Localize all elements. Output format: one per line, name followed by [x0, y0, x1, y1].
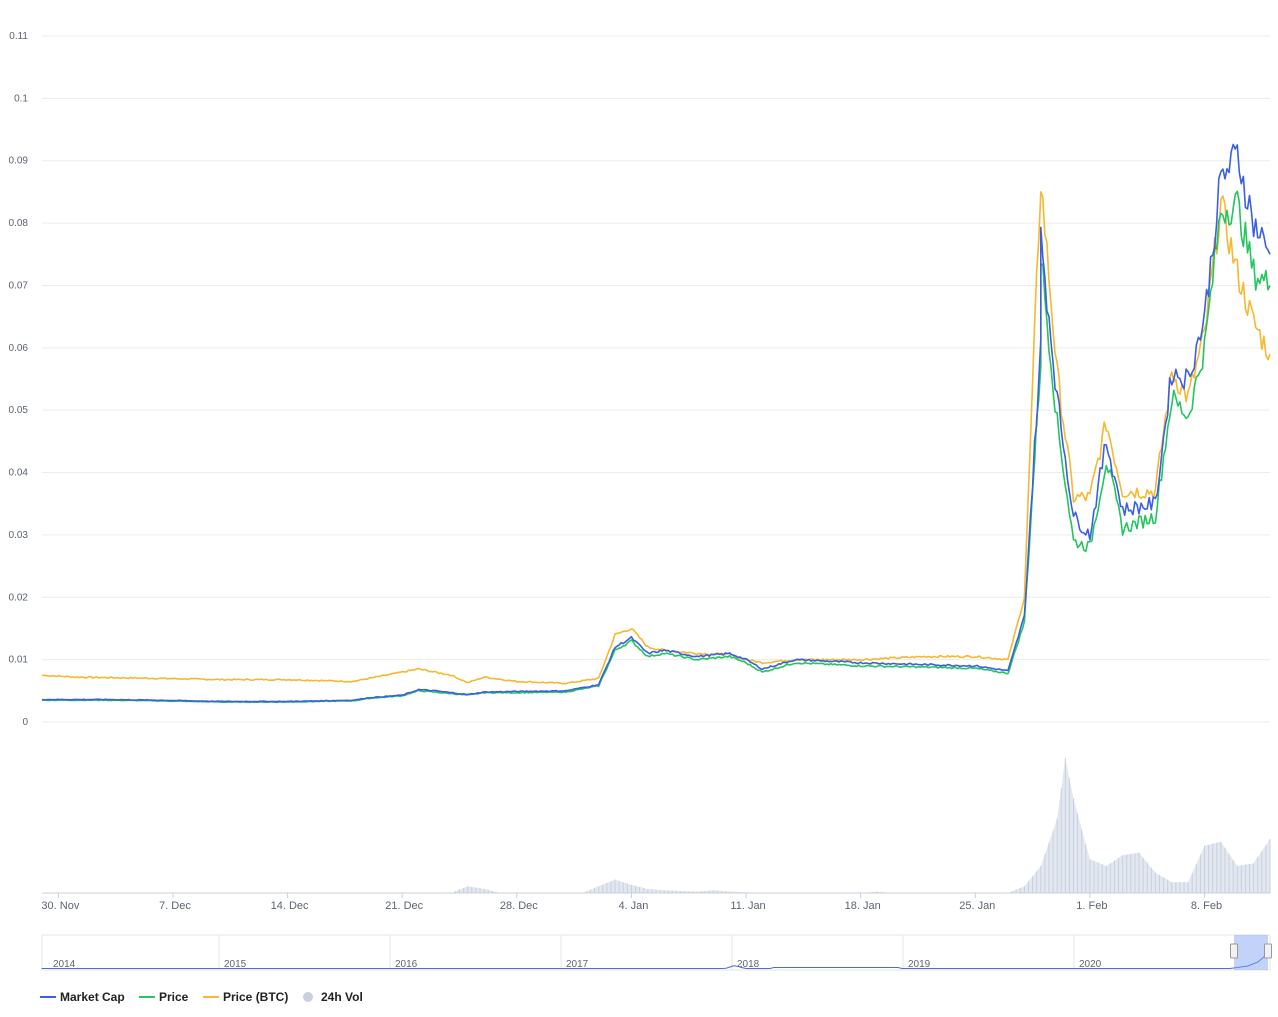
x-tick-label: 18. Jan	[845, 900, 881, 912]
x-tick-label: 28. Dec	[500, 900, 538, 912]
legend: Market Cap Price Price (BTC) 24h Vol	[40, 990, 363, 1004]
x-tick-label: 30. Nov	[41, 900, 79, 912]
y-tick-label: 0.04	[9, 468, 29, 479]
x-tick-label: 25. Jan	[959, 900, 995, 912]
navigator-year-label: 2020	[1079, 959, 1102, 970]
x-tick-label: 4. Jan	[618, 900, 648, 912]
y-tick-label: 0.11	[9, 31, 28, 42]
navigator-year-label: 2019	[908, 959, 931, 970]
navigator-handle[interactable]	[1230, 943, 1238, 959]
series-lines	[41, 143, 1271, 704]
series-line	[41, 190, 1271, 704]
x-tick-label: 14. Dec	[271, 900, 309, 912]
x-axis: 30. Nov 7. Dec 14. Dec 21. Dec 28. Dec 4. Jan…	[41, 893, 1222, 912]
navigator-year-label: 2017	[566, 959, 589, 970]
y-tick-label: 0.01	[9, 655, 29, 666]
y-tick-label: 0.05	[9, 405, 29, 416]
legend-label: Price	[159, 990, 189, 1004]
legend-label: 24h Vol	[321, 990, 363, 1004]
navigator-selection[interactable]	[1234, 935, 1268, 970]
x-tick-label: 8. Feb	[1191, 900, 1222, 912]
y-tick-label: 0.03	[9, 530, 29, 541]
legend-label: Price (BTC)	[223, 990, 288, 1004]
gridlines	[42, 35, 1270, 723]
series-line	[41, 143, 1271, 703]
x-tick-label: 1. Feb	[1076, 900, 1107, 912]
navigator-year-label: 2016	[395, 959, 418, 970]
navigator-frame	[41, 934, 1271, 971]
volume-bars	[42, 758, 1271, 894]
y-tick-label: 0.02	[9, 592, 29, 603]
y-axis-ticks: 0 0.01 0.02 0.03 0.04 0.05 0.06 0.07 0.08 0.09 0.1…	[9, 31, 29, 728]
y-tick-label: 0	[22, 717, 28, 728]
legend-item: Price (BTC)	[203, 990, 288, 1004]
navigator[interactable]: 2014 2015 2016 2017 2018 2019 2020	[41, 934, 1272, 971]
legend-symbol	[303, 992, 313, 1002]
y-tick-label: 0.06	[9, 343, 29, 354]
series-line	[41, 191, 1271, 685]
y-tick-label: 0.07	[9, 280, 29, 291]
legend-item: 24h Vol	[303, 990, 363, 1004]
y-tick-label: 0.09	[9, 156, 29, 167]
y-tick-label: 0.1	[14, 93, 28, 104]
navigator-handle[interactable]	[1264, 943, 1272, 959]
x-tick-label: 11. Jan	[730, 900, 765, 912]
legend-label: Market Cap	[60, 990, 125, 1004]
legend-item: Market Cap	[40, 990, 125, 1004]
navigator-year-label: 2015	[224, 959, 247, 970]
x-tick-label: 7. Dec	[159, 900, 191, 912]
navigator-year-label: 2018	[737, 959, 760, 970]
legend-item: Price	[139, 990, 189, 1004]
navigator-line	[41, 954, 1267, 969]
x-tick-label: 21. Dec	[385, 900, 423, 912]
navigator-year-label: 2014	[53, 959, 76, 970]
y-tick-label: 0.08	[9, 218, 29, 229]
